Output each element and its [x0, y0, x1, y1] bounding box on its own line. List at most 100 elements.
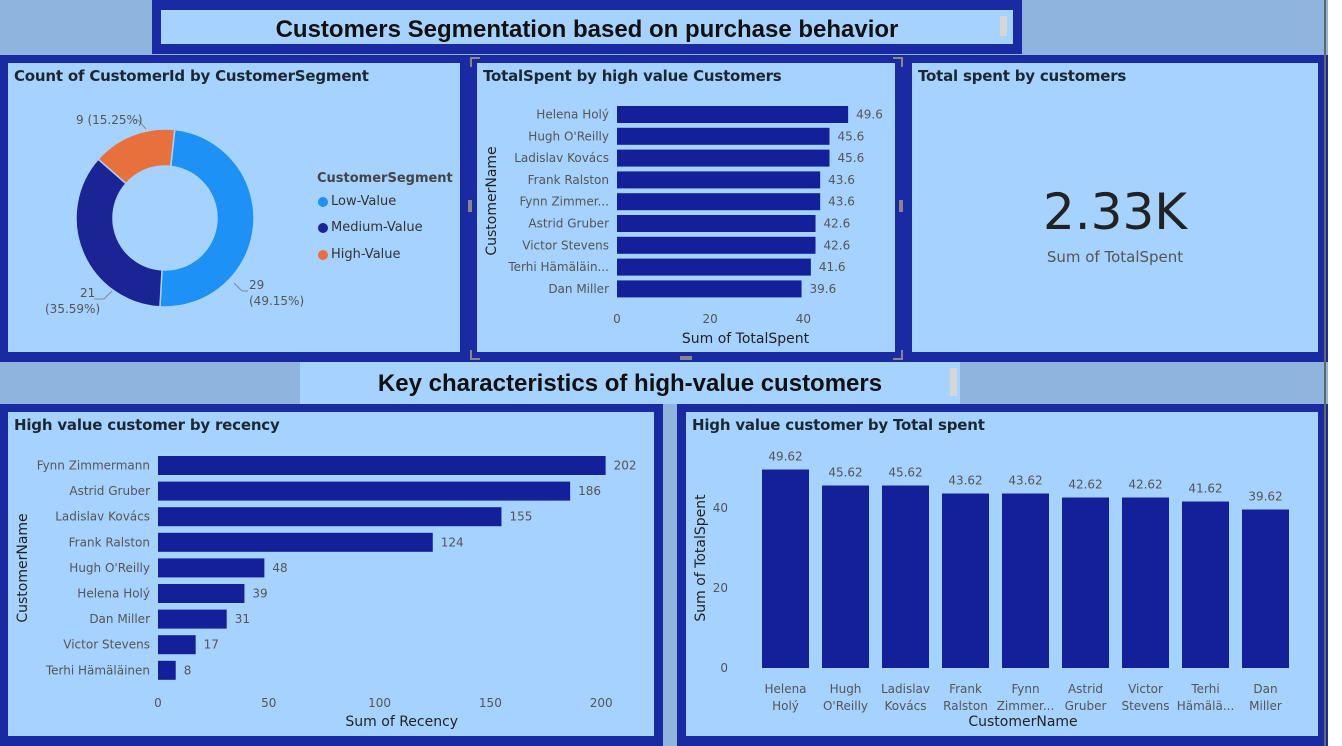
donut-chart[interactable]: 29 (49.15%) 21 (35.59%) 9 (15.25%): [8, 63, 460, 352]
column-value-label: 45.62: [828, 466, 862, 480]
category-label: Kovács: [885, 699, 927, 713]
bar[interactable]: [617, 149, 830, 167]
bar-value-label: 48: [272, 561, 287, 575]
recency-panel[interactable]: High value customer by recency Fynn Zimm…: [8, 412, 654, 736]
column-bar[interactable]: [1182, 501, 1229, 668]
resize-handle-bottom[interactable]: [680, 356, 692, 360]
bar[interactable]: [158, 481, 571, 501]
bar-value-label: 39: [252, 587, 267, 601]
y-tick-label: 0: [720, 661, 728, 675]
donut-slice-low-value[interactable]: [159, 128, 255, 308]
kpi-panel[interactable]: Total spent by customers 2.33K Sum of To…: [912, 63, 1318, 352]
bar-value-label: 202: [614, 459, 637, 473]
kpi-label: Sum of TotalSpent: [1046, 248, 1184, 266]
leader-line-high-value: [134, 119, 147, 130]
recency-panel-title: High value customer by recency: [14, 416, 280, 434]
category-label: Ladislav Kovács: [55, 510, 150, 524]
x-tick-label: 0: [154, 696, 162, 710]
bar[interactable]: [158, 609, 227, 629]
top-bar-panel[interactable]: TotalSpent by high value Customers Helen…: [477, 63, 895, 352]
data-label-medium-value-percent: (35.59%): [45, 302, 100, 316]
column-bar[interactable]: [1002, 493, 1049, 668]
legend-dot-low-value: [318, 196, 328, 207]
bar[interactable]: [617, 215, 816, 232]
bar[interactable]: [158, 507, 502, 527]
bar-value-label: 43.6: [828, 173, 855, 187]
bar[interactable]: [617, 258, 811, 276]
category-label: Terhi: [1190, 682, 1219, 696]
category-label: Helena: [764, 682, 806, 696]
bar-value-label: 186: [578, 484, 601, 498]
recency-chart[interactable]: Fynn Zimmermann 202 Astrid Gruber 186 Ladisl…: [8, 412, 654, 736]
column-panel[interactable]: High value customer by Total spent 49.62…: [686, 412, 1318, 736]
legend-label-low-value: Low-Value: [331, 194, 397, 209]
top-bar-panel-title: TotalSpent by high value Customers: [483, 67, 782, 85]
donut-slice-high-value[interactable]: [97, 128, 176, 185]
bar[interactable]: [158, 456, 606, 475]
category-label: Astrid: [1068, 682, 1103, 696]
selection-corner-bl: [470, 350, 480, 360]
selection-corner-br: [893, 350, 903, 360]
category-label: Astrid Gruber: [528, 217, 609, 231]
y-axis-title: Sum of TotalSpent: [693, 494, 709, 622]
bar[interactable]: [617, 171, 821, 189]
legend-dot-high-value: [318, 249, 328, 260]
column-bar[interactable]: [1242, 509, 1289, 668]
leader-line-medium-value: [94, 290, 113, 300]
section-scroll-handle[interactable]: [950, 368, 957, 396]
category-label: Zimmer...: [997, 699, 1055, 713]
bar[interactable]: [158, 532, 433, 552]
top-bar-chart[interactable]: Helena Holý 49.6 Hugh O'Reilly 45.6 Ladislav…: [477, 63, 895, 352]
category-label: O'Reilly: [823, 699, 868, 713]
donut-panel[interactable]: Count of CustomerId by CustomerSegment 2…: [8, 63, 460, 352]
kpi-panel-title: Total spent by customers: [918, 67, 1127, 85]
x-tick-label: 100: [368, 696, 391, 710]
title-scroll-handle[interactable]: [1000, 16, 1007, 36]
column-value-label: 42.62: [1068, 478, 1102, 492]
category-label: Ladislav Kovács: [514, 151, 609, 165]
bar[interactable]: [617, 280, 802, 298]
legend-item-high-value[interactable]: High-Value: [318, 247, 401, 262]
legend-item-medium-value[interactable]: Medium-Value: [318, 220, 423, 235]
bar[interactable]: [158, 584, 245, 603]
bar[interactable]: [617, 193, 821, 211]
donut-legend-title: CustomerSegment: [317, 171, 453, 186]
category-label: Frank: [949, 682, 982, 696]
column-bar[interactable]: [822, 485, 869, 668]
legend-item-low-value[interactable]: Low-Value: [318, 194, 396, 209]
bar-value-label: 39.6: [810, 282, 837, 296]
category-label: Fynn Zimmer...: [519, 195, 609, 209]
column-bar[interactable]: [1062, 497, 1109, 668]
page-right-edge: [1328, 0, 1342, 746]
category-label: Victor Stevens: [63, 638, 150, 652]
column-value-label: 43.62: [1008, 474, 1042, 488]
bar[interactable]: [617, 127, 830, 145]
column-chart[interactable]: 49.62 Helena Holý 45.62 Hugh O'Reilly 45.62 Lad…: [686, 412, 1318, 736]
bar[interactable]: [617, 106, 849, 123]
bar[interactable]: [617, 236, 816, 254]
column-bar[interactable]: [1122, 497, 1169, 668]
page-scrollbar-line[interactable]: [1324, 0, 1326, 746]
bar[interactable]: [158, 558, 265, 578]
resize-handle-right[interactable]: [899, 200, 903, 212]
column-bar[interactable]: [942, 493, 989, 668]
column-bar[interactable]: [882, 485, 929, 668]
column-bar[interactable]: [762, 469, 809, 668]
bar[interactable]: [158, 635, 196, 655]
x-tick-label: 200: [590, 696, 613, 710]
y-tick-label: 20: [713, 581, 728, 595]
column-value-label: 39.62: [1248, 490, 1282, 504]
bar-value-label: 31: [235, 612, 250, 626]
resize-handle-left[interactable]: [468, 200, 472, 212]
donut-slice-medium-value[interactable]: [75, 158, 163, 308]
category-label: Stevens: [1121, 699, 1169, 713]
x-tick-label: 20: [703, 312, 718, 326]
category-label: Dan: [1253, 682, 1277, 696]
data-label-medium-value-count: 21: [80, 286, 95, 300]
x-tick-label: 150: [479, 696, 502, 710]
category-label: Victor Stevens: [522, 238, 609, 252]
category-label: Hämälä...: [1177, 699, 1235, 713]
category-label: Frank Ralston: [528, 173, 609, 187]
bar[interactable]: [158, 660, 176, 680]
bar-value-label: 42.6: [824, 238, 851, 252]
